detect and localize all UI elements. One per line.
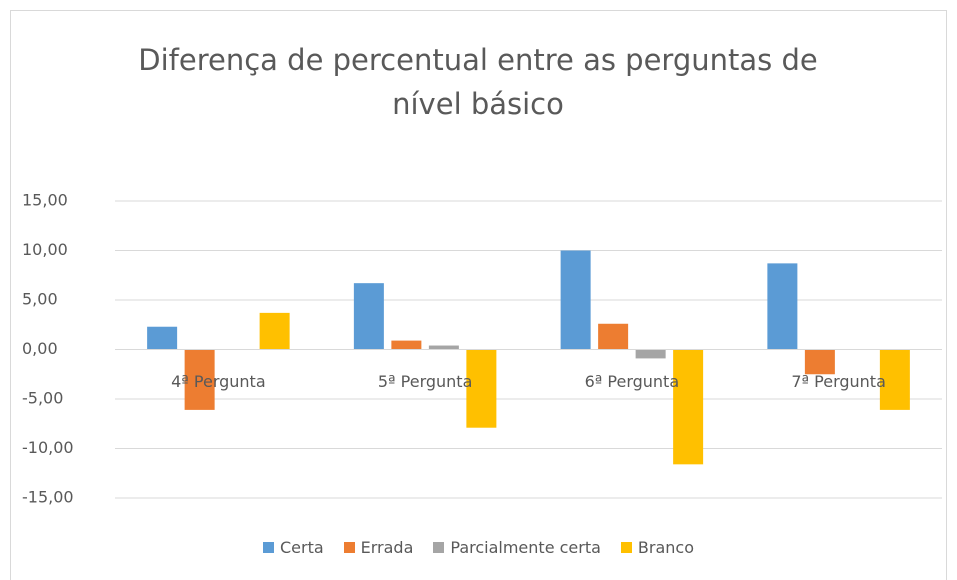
bar xyxy=(147,326,178,350)
legend-label: Errada xyxy=(360,538,414,557)
x-tick-label: 7ª Pergunta xyxy=(791,372,886,391)
x-tick-label: 6ª Pergunta xyxy=(585,372,680,391)
legend-swatch xyxy=(433,542,445,553)
legend: Certa Errada Parcialmente certa Branco xyxy=(0,538,957,557)
legend-item: Certa xyxy=(262,538,324,557)
y-tick-label: -15,00 xyxy=(22,488,74,507)
chart-title: Diferença de percentual entre as pergunt… xyxy=(138,43,818,121)
y-tick-label: -10,00 xyxy=(22,438,74,457)
bar xyxy=(635,349,666,359)
legend-item: Parcialmente certa xyxy=(433,538,601,557)
legend-label: Branco xyxy=(637,538,695,557)
bar xyxy=(259,312,290,350)
y-tick-label: 10,00 xyxy=(22,240,68,259)
legend-label: Parcialmente certa xyxy=(450,538,601,557)
bar xyxy=(879,349,910,410)
y-tick-label: 5,00 xyxy=(22,290,58,309)
bar xyxy=(428,345,459,350)
x-tick-label: 5ª Pergunta xyxy=(378,372,473,391)
bar xyxy=(391,340,422,350)
bar xyxy=(673,349,704,465)
y-tick-label: 15,00 xyxy=(22,191,68,210)
bar xyxy=(767,263,798,350)
y-tick-label: -5,00 xyxy=(22,389,63,408)
legend-item: Branco xyxy=(620,538,695,557)
x-tick-label: 4ª Pergunta xyxy=(171,372,266,391)
bar xyxy=(804,349,835,375)
chart-frame xyxy=(10,10,947,580)
bar xyxy=(560,250,591,350)
bar xyxy=(466,349,497,428)
bar xyxy=(184,349,215,410)
legend-item: Errada xyxy=(343,538,414,557)
y-tick-label: 0,00 xyxy=(22,339,58,358)
bar xyxy=(598,323,629,350)
bar xyxy=(353,283,384,350)
legend-swatch xyxy=(620,542,632,553)
legend-label: Certa xyxy=(279,538,324,557)
legend-swatch xyxy=(343,542,355,553)
legend-swatch xyxy=(262,542,274,553)
